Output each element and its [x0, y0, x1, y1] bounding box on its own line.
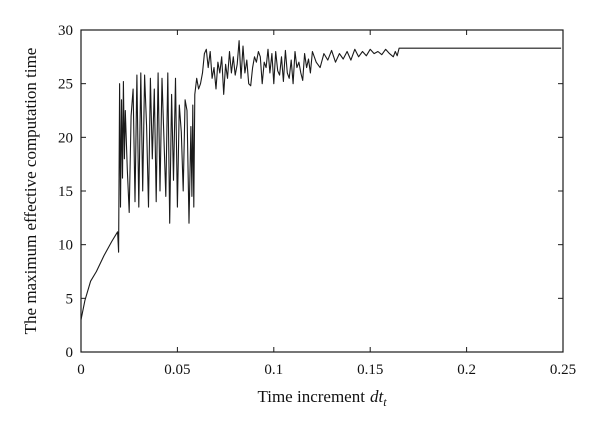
x-tick-label: 0 [77, 362, 85, 378]
y-axis: 0 5 10 15 20 25 30 [58, 23, 563, 361]
y-axis-label: The maximum effective computation time [21, 48, 40, 335]
y-tick-label: 20 [58, 130, 73, 146]
x-tick-label: 0.15 [357, 362, 383, 378]
plot-border [80, 29, 564, 353]
y-tick-label: 0 [66, 345, 74, 361]
x-axis-label-subscript: t [383, 395, 387, 409]
y-tick-label: 15 [58, 184, 73, 200]
x-axis-label-text: Time increment [257, 387, 365, 406]
series-line-1 [80, 40, 562, 320]
x-axis-label: Time increment dtt [257, 387, 387, 409]
y-tick-label: 10 [58, 238, 73, 254]
y-tick-label: 25 [58, 77, 73, 93]
y-tick-label: 5 [66, 291, 74, 307]
x-tick-label: 0.2 [457, 362, 476, 378]
x-axis-label-variable: dt [370, 387, 385, 406]
y-tick-label: 30 [58, 23, 73, 39]
plot-area [80, 29, 564, 353]
x-axis: 0 0.05 0.1 0.15 0.2 0.25 [77, 30, 576, 378]
x-tick-label: 0.1 [264, 362, 283, 378]
x-tick-label: 0.25 [550, 362, 576, 378]
series-layer [80, 40, 562, 320]
x-tick-label: 0.05 [164, 362, 190, 378]
